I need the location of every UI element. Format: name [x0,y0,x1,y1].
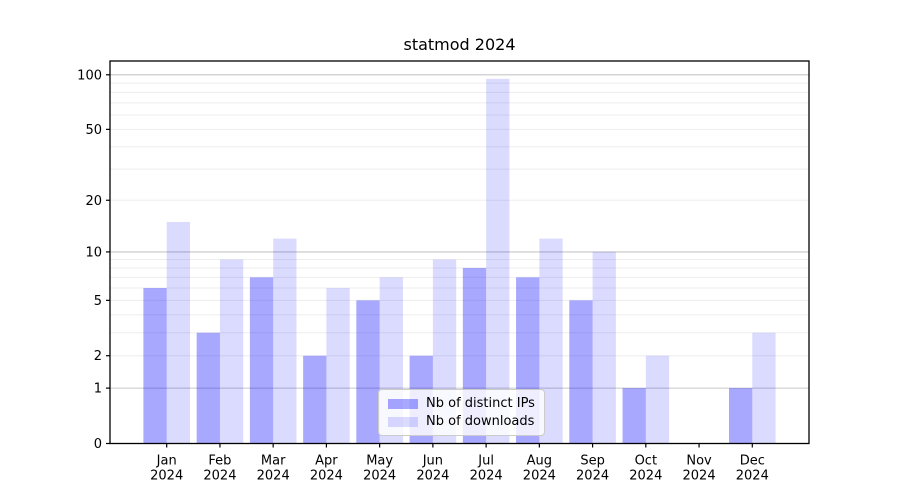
x-tick-label-year: 2024 [523,469,556,484]
x-tick-label-month: Nov [686,454,712,469]
x-tick-label-year: 2024 [576,469,609,484]
bar-distinct-ips-apr [303,355,327,444]
y-tick-label: 20 [85,194,102,209]
legend-item-downloads: Nb of downloads [388,415,535,429]
x-tick-label-month: Jan [156,454,177,469]
x-tick-label-month: Jul [477,454,494,469]
x-tick-label-year: 2024 [257,469,290,484]
y-tick-label: 100 [77,68,102,83]
x-tick-label-month: Jun [422,454,443,469]
legend-label-downloads: Nb of downloads [426,414,535,429]
y-tick-label: 5 [94,294,102,309]
bar-distinct-ips-oct [622,388,646,444]
bar-downloads-jan [166,221,190,444]
x-tick-label-year: 2024 [629,469,662,484]
x-tick-label-month: Dec [740,454,765,469]
y-tick-label: 1 [94,382,102,397]
bar-distinct-ips-jan [143,288,167,444]
legend: Nb of distinct IPs Nb of downloads [378,389,545,436]
x-tick-label-year: 2024 [310,469,343,484]
bar-downloads-dec [752,332,776,444]
legend-item-distinct-ips: Nb of distinct IPs [388,397,535,411]
legend-swatch-downloads [388,417,418,427]
x-tick-label-month: Oct [635,454,657,469]
legend-swatch-distinct-ips [388,399,418,409]
x-tick-label-month: Feb [208,454,231,469]
x-tick-label-year: 2024 [683,469,716,484]
x-tick-label-year: 2024 [203,469,236,484]
bar-downloads-oct [645,355,670,444]
bar-downloads-jul [486,78,510,444]
x-tick-label-month: Aug [527,454,552,469]
y-tick-label: 2 [94,349,102,364]
x-tick-label-month: Sep [580,454,605,469]
y-tick-label: 10 [85,245,102,260]
bar-distinct-ips-dec [729,388,753,444]
y-tick-label: 50 [85,123,102,138]
bar-distinct-ips-sep [569,300,593,444]
legend-label-distinct-ips: Nb of distinct IPs [426,396,535,411]
bar-distinct-ips-mar [249,277,274,444]
bar-downloads-feb [219,259,244,444]
bar-distinct-ips-feb [196,332,220,444]
x-tick-label-year: 2024 [416,469,449,484]
x-tick-label-year: 2024 [736,469,769,484]
x-tick-label-year: 2024 [363,469,396,484]
x-tick-label-month: Apr [315,454,338,469]
x-tick-label-year: 2024 [150,469,183,484]
x-tick-label-month: May [366,454,393,469]
bar-downloads-mar [273,238,297,444]
x-tick-label-year: 2024 [470,469,503,484]
bar-downloads-sep [592,251,616,444]
chart-title: statmod 2024 [403,35,516,54]
bar-downloads-apr [326,288,350,444]
x-tick-label-month: Mar [261,454,286,469]
y-tick-label: 0 [94,437,102,452]
bar-distinct-ips-may [356,300,380,444]
bar-downloads-aug [539,238,563,444]
